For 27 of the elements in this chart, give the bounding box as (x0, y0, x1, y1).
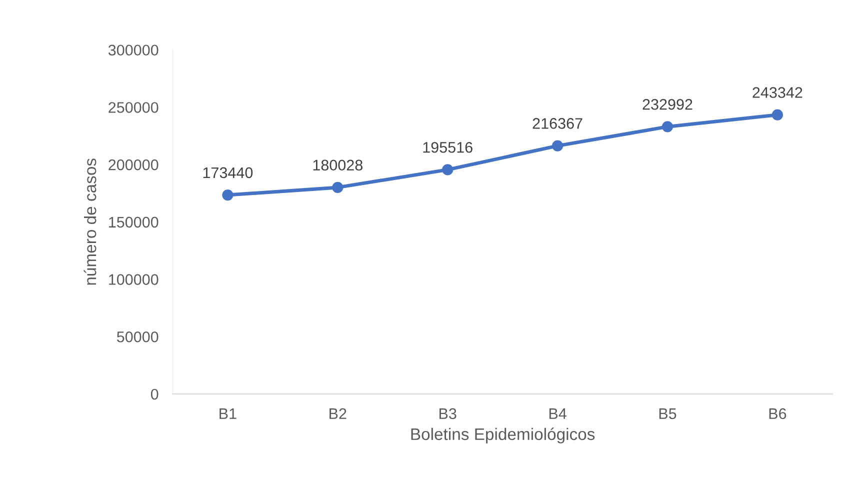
point (552, 140, 564, 152)
y-tick-label: 150000 (109, 216, 158, 228)
y-tick-label: 50000 (116, 331, 158, 342)
data-label: 195516 (423, 142, 472, 153)
y-tick-label: 100000 (109, 274, 158, 285)
point (442, 164, 454, 176)
x-tick-label: B3 (440, 408, 456, 420)
y-tick-label: 0 (150, 388, 158, 400)
data-label: 180028 (313, 160, 362, 171)
x-tick-label: B1 (220, 408, 236, 419)
x-axis-title: Boletins Epidemiológicos (411, 428, 595, 444)
data-label: 173440 (203, 167, 253, 178)
x-tick-label: B2 (330, 408, 346, 419)
point (332, 182, 344, 194)
y-tick-label: 300000 (108, 44, 158, 56)
y-tick-label: 200000 (108, 159, 158, 170)
data-label: 216367 (532, 118, 582, 129)
x-tick-label: B6 (769, 408, 786, 420)
x-tick-label: B5 (659, 408, 676, 420)
data-label: 232992 (642, 98, 692, 110)
point (662, 121, 674, 132)
y-tick-label: 250000 (108, 102, 158, 113)
data-label: 243342 (752, 87, 802, 98)
y-axis-title: número de casos (84, 158, 96, 285)
point (222, 189, 234, 201)
point (772, 109, 783, 120)
x-tick-label: B4 (549, 408, 566, 419)
